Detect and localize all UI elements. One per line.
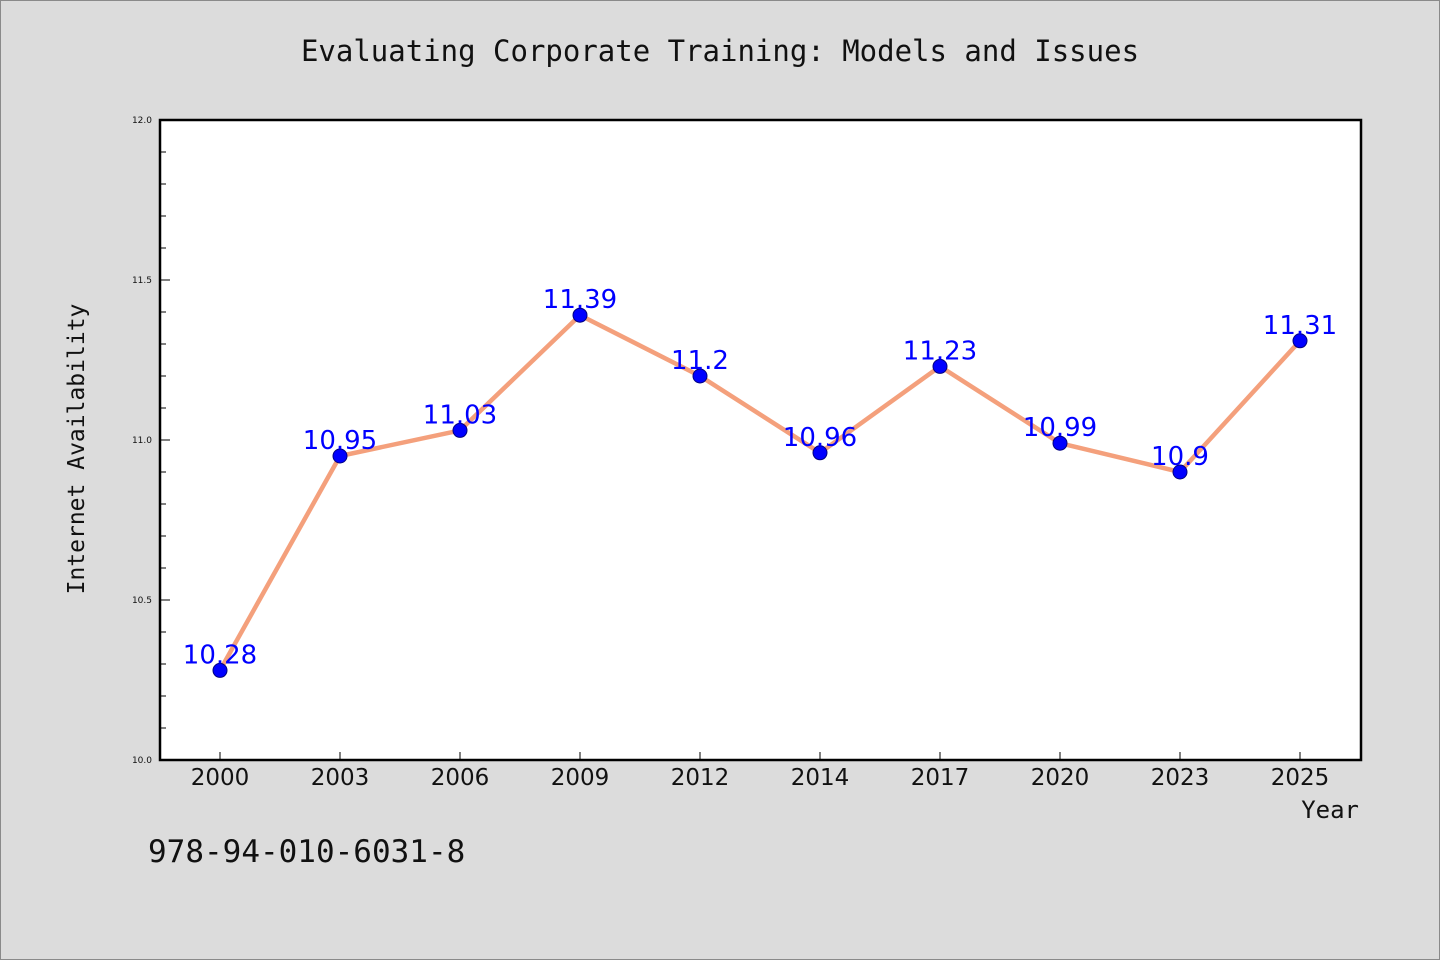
data-point: [332, 448, 348, 464]
data-point: [1172, 464, 1188, 480]
x-tick-label: 2012: [671, 765, 730, 791]
data-point: [212, 662, 228, 678]
data-points: [212, 307, 1308, 678]
x-tick-label: 2014: [791, 765, 850, 791]
chart-title: Evaluating Corporate Training: Models an…: [300, 34, 1140, 68]
data-label: 11.31: [1263, 311, 1337, 341]
y-tick-label: 11.5: [132, 276, 152, 286]
x-tick-label: 2020: [1031, 765, 1090, 791]
x-axis-title: Year: [1301, 796, 1359, 824]
data-point: [1052, 435, 1068, 451]
x-tick-label: 2003: [311, 765, 370, 791]
data-point: [452, 422, 468, 438]
y-axis: 10.0 10.5 11.0 11.5 12.0: [132, 116, 170, 766]
y-tick-label: 12.0: [132, 116, 152, 126]
data-label: 11.03: [423, 400, 497, 430]
data-label: 10.95: [303, 426, 377, 456]
isbn-text: 978-94-010-6031-8: [148, 834, 466, 870]
data-point: [932, 358, 948, 374]
y-tick-label: 10.5: [132, 596, 152, 606]
series-line-group: [217, 312, 1303, 673]
x-tick-label: 2017: [911, 765, 970, 791]
data-label: 11.23: [903, 336, 977, 366]
data-point: [572, 307, 588, 323]
data-label: 10.96: [783, 423, 857, 453]
y-tick-label: 11.0: [132, 436, 152, 446]
x-tick-label: 2000: [191, 765, 250, 791]
data-label: 10.9: [1151, 442, 1209, 472]
x-tick-label: 2023: [1151, 765, 1210, 791]
data-labels: 10.28 10.95 11.03 11.39 11.2 10.96 11.23 10.99 1…: [183, 285, 1337, 670]
data-point: [812, 445, 828, 461]
plot-area: [158, 118, 1363, 762]
x-axis: 2000 2003 2006 2009 2012 2014 2017 2020 2023 2025: [191, 752, 1330, 791]
series-line: [217, 312, 1303, 673]
x-tick-label: 2006: [431, 765, 490, 791]
data-label: 10.28: [183, 640, 257, 670]
data-label: 10.99: [1023, 413, 1097, 443]
x-tick-label: 2009: [551, 765, 610, 791]
data-point: [1292, 333, 1308, 349]
y-axis-title: Internet Availability: [64, 303, 90, 595]
x-tick-label: 2025: [1271, 765, 1330, 791]
data-label: 11.39: [543, 285, 617, 315]
y-tick-label: 10.0: [132, 756, 152, 766]
data-point: [692, 368, 708, 384]
data-label: 11.2: [671, 346, 729, 376]
